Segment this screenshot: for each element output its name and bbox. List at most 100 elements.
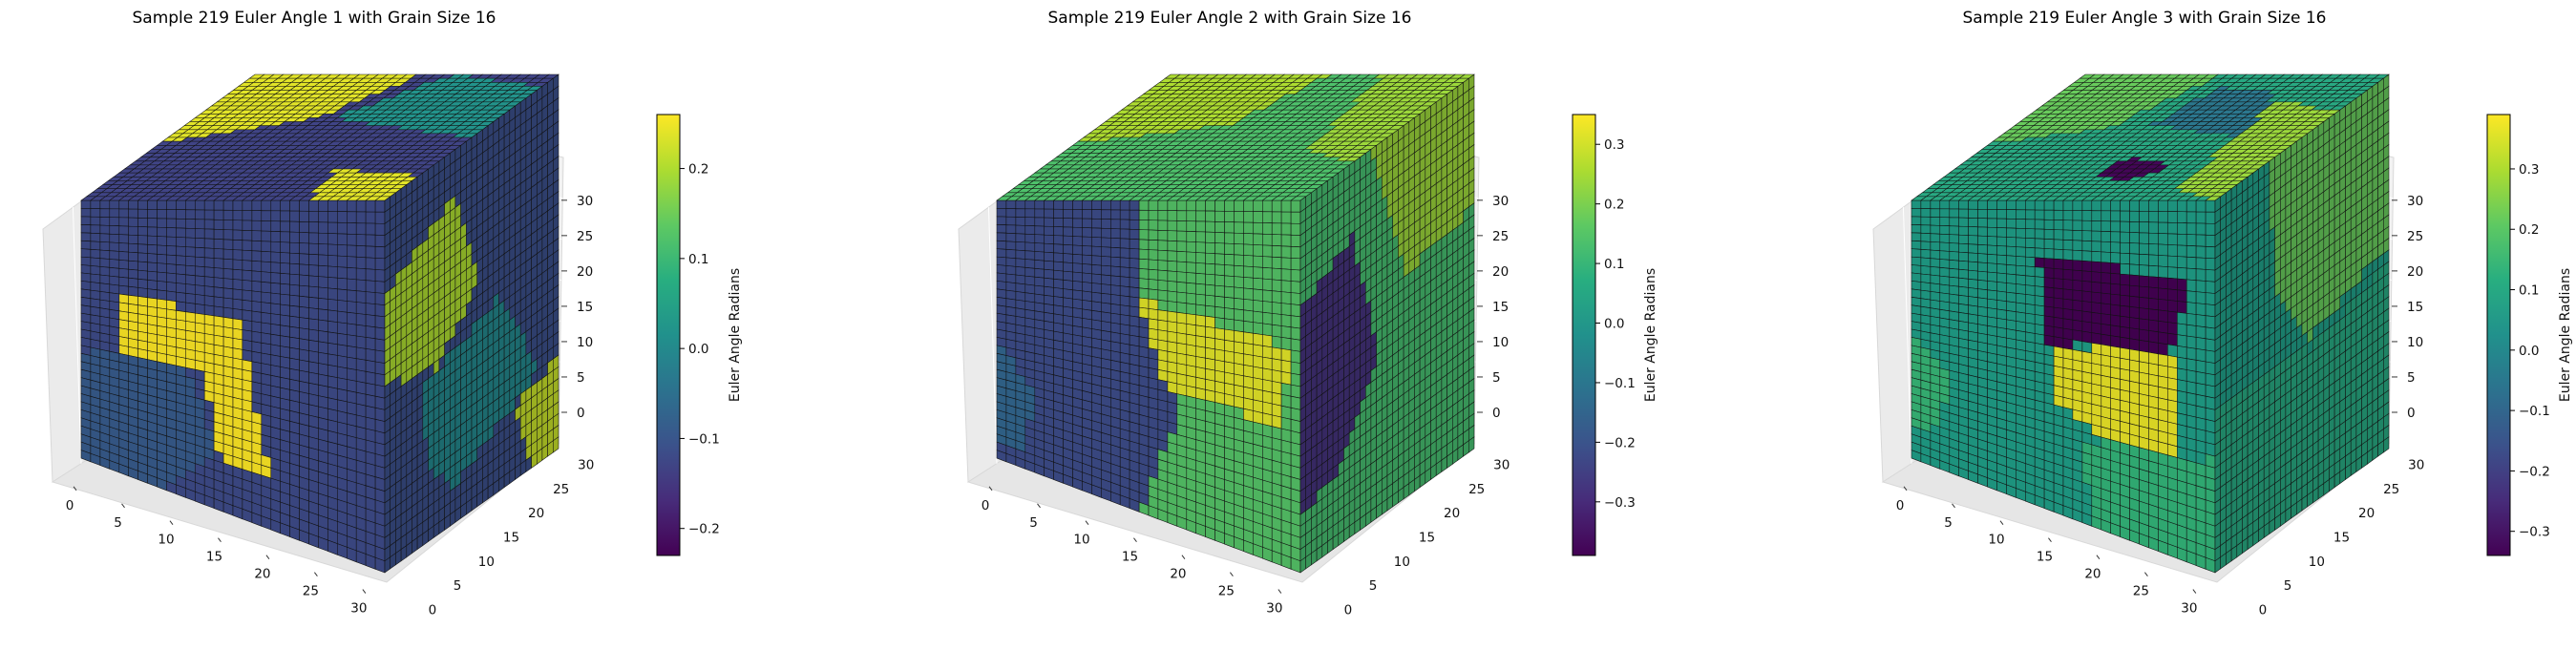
voxel (299, 284, 309, 298)
voxel (80, 199, 92, 209)
voxel (1195, 324, 1206, 338)
voxel (137, 226, 148, 237)
voxel (1063, 244, 1073, 255)
voxel (1262, 379, 1273, 393)
voxel (280, 345, 290, 359)
voxel (308, 285, 319, 299)
voxel (1186, 251, 1196, 263)
voxel (90, 199, 101, 209)
voxel (1167, 210, 1178, 221)
voxel (1148, 327, 1159, 341)
voxel (270, 333, 281, 346)
cube-face-side (384, 73, 560, 574)
voxel (1234, 243, 1244, 256)
voxel (137, 261, 148, 272)
voxel (1280, 382, 1292, 397)
voxel (185, 199, 196, 211)
voxel (1157, 299, 1169, 312)
voxel (1224, 285, 1235, 299)
voxel (299, 199, 309, 212)
voxel (185, 274, 196, 285)
voxel (1234, 286, 1244, 300)
voxel (1157, 329, 1169, 343)
voxel (327, 211, 338, 223)
voxel (280, 304, 290, 317)
voxel (195, 294, 205, 305)
voxel (1214, 338, 1225, 351)
voxel (147, 235, 158, 246)
voxel (1280, 303, 1292, 317)
voxel (1290, 246, 1301, 260)
voxel (1015, 208, 1026, 218)
voxel (261, 281, 272, 294)
voxel (1167, 310, 1178, 324)
voxel (1053, 243, 1064, 254)
voxel (365, 314, 376, 328)
voxel (232, 229, 243, 241)
voxel (355, 199, 367, 213)
voxel (1157, 249, 1169, 262)
voxel (1063, 270, 1073, 282)
voxel (337, 310, 348, 324)
voxel (365, 245, 376, 259)
voxel (1082, 308, 1092, 321)
voxel (1148, 210, 1159, 221)
voxel (109, 199, 120, 210)
voxel (1205, 336, 1215, 350)
voxel (1005, 224, 1017, 234)
voxel (109, 225, 120, 235)
voxel (195, 265, 205, 278)
voxel (157, 236, 167, 246)
voxel (157, 307, 167, 319)
voxel (1262, 199, 1273, 213)
voxel (80, 224, 92, 234)
voxel (90, 289, 101, 301)
voxel (1271, 256, 1282, 269)
voxel (1214, 263, 1225, 277)
voxel (1157, 220, 1169, 231)
voxel (1280, 222, 1292, 236)
voxel (1214, 242, 1225, 255)
voxel (1129, 258, 1140, 269)
voxel (355, 358, 367, 372)
voxel (374, 258, 386, 271)
voxel (109, 208, 120, 219)
voxel (365, 337, 376, 351)
voxel (222, 278, 234, 290)
voxel (996, 288, 1007, 300)
voxel (195, 209, 205, 220)
voxel (1262, 278, 1273, 292)
voxel (80, 288, 92, 300)
voxel (1101, 302, 1111, 314)
voxel (1186, 354, 1196, 367)
voxel (1195, 252, 1206, 264)
voxel (289, 199, 300, 212)
voxel (1129, 199, 1140, 211)
voxel (1243, 331, 1254, 345)
voxel (1214, 305, 1225, 320)
voxel (1119, 257, 1130, 268)
voxel (1176, 281, 1188, 294)
voxel (99, 233, 111, 243)
voxel (232, 210, 243, 221)
voxel (1044, 199, 1054, 210)
voxel (1186, 333, 1196, 346)
voxel (299, 253, 309, 265)
colorbar-tick-label: 0.0 (688, 342, 708, 357)
voxel (1101, 256, 1111, 267)
voxel (1148, 240, 1159, 251)
voxel (347, 356, 357, 370)
voxel (1176, 199, 1188, 212)
voxel (1129, 209, 1140, 220)
voxel (347, 367, 357, 382)
voxel (1082, 209, 1092, 220)
voxel (1234, 341, 1244, 355)
voxel (1119, 219, 1130, 230)
voxel (213, 286, 224, 299)
voxel (1129, 334, 1140, 347)
voxel (1091, 218, 1102, 229)
y-tick-label: 30 (578, 458, 594, 473)
voxel (270, 292, 281, 305)
voxel (157, 226, 167, 238)
colorbar-tick-label: 0.1 (688, 252, 708, 267)
